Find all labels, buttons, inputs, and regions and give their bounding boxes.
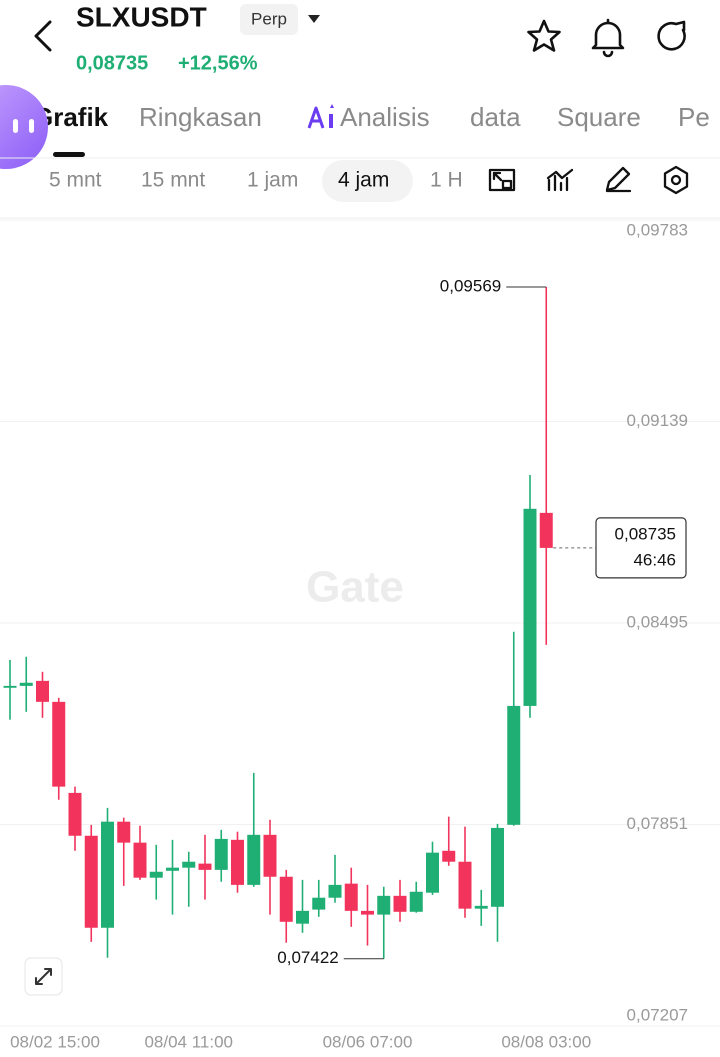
- x-tick-label: 08/06 07:00: [323, 1032, 413, 1051]
- candle-body: [393, 895, 407, 912]
- indicator-icon[interactable]: [546, 168, 574, 192]
- candle-body: [539, 512, 553, 548]
- candle-body: [474, 905, 488, 909]
- candle-body: [198, 863, 212, 870]
- interval[interactable]: 4 jam: [338, 169, 389, 192]
- candle-body: [523, 508, 537, 706]
- interval[interactable]: 1 H: [430, 169, 463, 192]
- tab[interactable]: Pe: [678, 102, 710, 132]
- tab-indicator: [53, 152, 85, 157]
- tab[interactable]: data: [470, 102, 521, 132]
- candle-body: [149, 871, 163, 878]
- interval-bar: 5 mnt 15 mnt 1 jam 4 jam 1 H: [49, 160, 463, 202]
- settings-icon[interactable]: [663, 165, 689, 195]
- draw-icon[interactable]: [605, 166, 632, 193]
- y-tick-label: 0,09139: [627, 411, 688, 430]
- watermark: Gate: [306, 563, 404, 612]
- dropdown[interactable]: [308, 15, 320, 23]
- candle-body: [231, 839, 244, 885]
- last-price: 0,08735: [615, 524, 676, 543]
- countdown: 46:46: [633, 550, 676, 569]
- candle-body: [214, 838, 228, 870]
- candle-body: [426, 852, 439, 893]
- candle-body: [117, 821, 131, 843]
- candle-body: [166, 867, 179, 871]
- candle-body: [247, 834, 261, 885]
- candle-body: [19, 682, 33, 686]
- candle-body: [133, 842, 147, 878]
- annotation: 0,07422: [277, 948, 338, 967]
- y-tick-label: 0,08495: [627, 612, 688, 631]
- candle-body: [3, 685, 17, 688]
- candle-body: [263, 834, 277, 877]
- badge: Perp: [251, 9, 287, 28]
- candle-body: [279, 876, 293, 922]
- change: +12,56%: [178, 52, 258, 74]
- symbol: SLXUSDT: [76, 1, 207, 32]
- candle-body: [328, 884, 342, 898]
- candle-body: [458, 861, 472, 909]
- candle-body: [296, 910, 309, 924]
- candle-body: [84, 835, 98, 928]
- ai-icon: [307, 106, 325, 129]
- badge-bg: [240, 4, 298, 35]
- candle-body: [182, 861, 196, 868]
- layout-icon[interactable]: [488, 168, 516, 192]
- favorite-icon[interactable]: [527, 19, 561, 52]
- price: 0,08735: [76, 52, 148, 74]
- candle-body: [442, 850, 456, 862]
- y-tick-label: 0,09783: [627, 220, 688, 239]
- candle-body: [68, 792, 82, 836]
- ai-icon-spark: [329, 104, 334, 128]
- assistant-bubble[interactable]: [0, 85, 48, 169]
- candlestick-chart: Gate 0,07207 0,07851 0,08495 0,09139 0,09783…: [0, 219, 720, 1051]
- share-icon[interactable]: [657, 20, 686, 51]
- candle-body: [312, 897, 326, 910]
- interval[interactable]: 15 mnt: [141, 169, 205, 192]
- tab[interactable]: Ringkasan: [139, 102, 262, 132]
- expand-icon: [35, 968, 52, 985]
- tab[interactable]: Analisis: [340, 102, 430, 132]
- candle-body: [52, 701, 66, 787]
- interval-fade: [468, 160, 480, 202]
- x-tick-label: 08/02 15:00: [10, 1032, 100, 1051]
- y-tick-label: 0,07851: [627, 814, 688, 833]
- assistant-eye: [13, 119, 18, 133]
- candle-body: [36, 680, 49, 702]
- tab-bar: Grafik Ringkasan Analisis data Square Pe: [33, 102, 710, 157]
- assistant-eye: [29, 119, 34, 133]
- candle-body: [344, 883, 358, 911]
- candle-body: [377, 895, 391, 915]
- y-tick-label: 0,07207: [627, 1005, 688, 1024]
- interval[interactable]: 5 mnt: [49, 169, 102, 192]
- tab[interactable]: Square: [557, 102, 641, 132]
- candle-body: [507, 705, 521, 825]
- candle-body: [409, 891, 423, 912]
- annotation: 0,09569: [440, 276, 501, 295]
- settings-icon-core: [670, 174, 682, 186]
- x-tick-label: 08/08 03:00: [501, 1032, 591, 1051]
- last-price-box: [595, 517, 687, 579]
- interval[interactable]: 1 jam: [247, 169, 298, 192]
- candle-body: [101, 821, 114, 928]
- candle-body: [491, 827, 504, 907]
- interval-pill: [322, 160, 413, 202]
- back-button[interactable]: [34, 20, 52, 52]
- alert-icon[interactable]: [591, 18, 625, 58]
- candle-body: [361, 910, 374, 915]
- x-tick-label: 08/04 11:00: [144, 1032, 233, 1051]
